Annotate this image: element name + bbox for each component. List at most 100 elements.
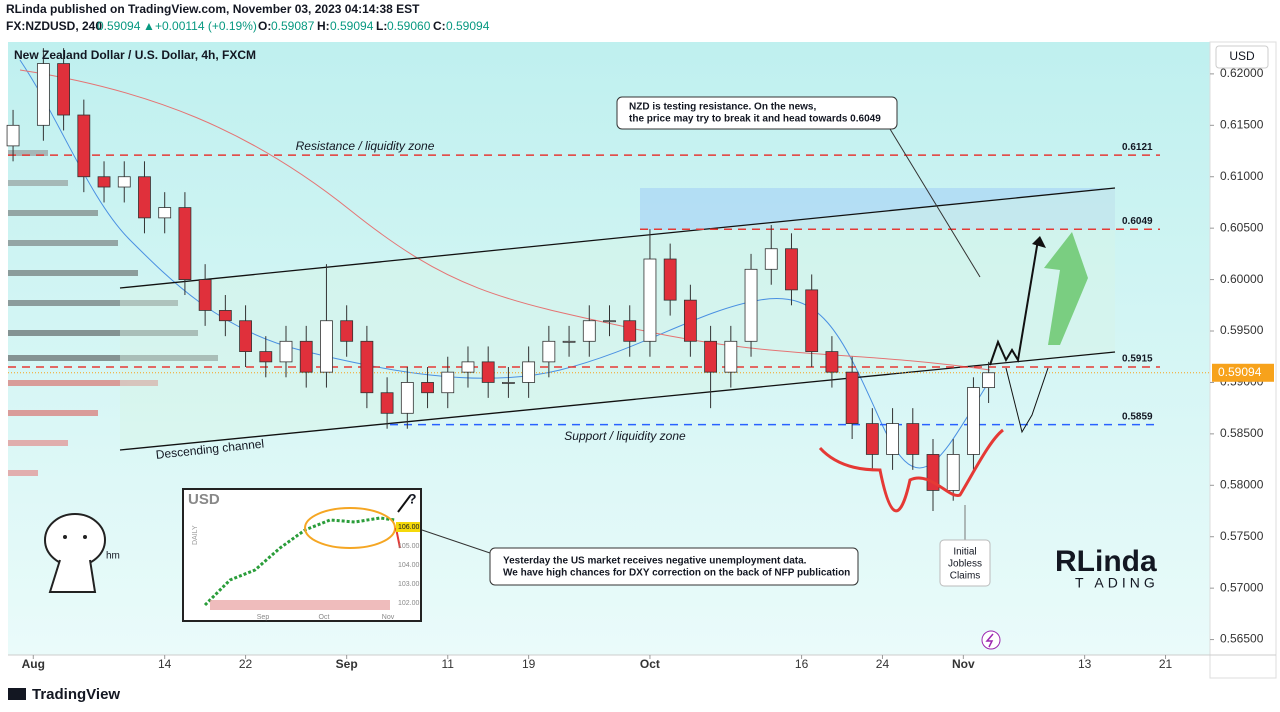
y-tick-label: 0.61000 (1220, 169, 1264, 183)
candle-body (340, 320, 354, 342)
logo-name: RLinda (1055, 545, 1157, 578)
level-label: 0.6121 (1122, 142, 1153, 153)
x-tick-label: 11 (442, 657, 455, 671)
arrow: ▲ (143, 19, 155, 33)
candle-body (158, 207, 172, 219)
l-label: L: (376, 19, 387, 33)
x-tick-label: Oct (640, 657, 660, 671)
candle-body (805, 289, 819, 352)
ma-fast (19, 59, 991, 469)
inset-chart: USD DAILY ? 106.00 105.00 104.00 103.00 … (182, 488, 422, 622)
candle-body (623, 320, 637, 342)
candle-body (77, 114, 91, 178)
publisher: RLinda published on TradingView.com, Nov… (6, 2, 420, 16)
candle-body (603, 320, 616, 323)
inset-level: 102.00 (398, 600, 420, 607)
callout-2-line2: We have high chances for DXY correction … (503, 568, 850, 579)
candle-body (57, 63, 71, 116)
event-line1: Initial (953, 547, 976, 558)
candle-body (259, 351, 273, 363)
candle-body (683, 299, 697, 342)
candle-body (562, 340, 576, 343)
candle-body (643, 258, 657, 342)
candle-body (865, 423, 879, 455)
x-tick-label: 16 (795, 657, 809, 671)
callout-2 (489, 547, 859, 586)
candle-body (704, 340, 717, 373)
callout-2-pointer (421, 529, 491, 554)
candle-body (481, 361, 495, 383)
footer: TradingView (32, 686, 120, 703)
target-zone (640, 188, 1115, 230)
x-tick-label: 24 (876, 657, 890, 671)
l: 0.59060 (387, 19, 431, 33)
x-tick-label: Sep (336, 657, 358, 671)
volume-profile (8, 150, 218, 476)
scenario-arrow (989, 239, 1039, 366)
candle-body (36, 63, 50, 126)
inset-side: DAILY (192, 525, 199, 545)
inset-level: 105.00 (398, 543, 420, 550)
candle-body (138, 176, 151, 219)
candle-body (845, 371, 859, 424)
candle-body (239, 320, 252, 352)
callout-1 (616, 96, 898, 130)
pattern-curve (818, 428, 1004, 513)
candle-body (178, 207, 192, 280)
y-tick-label: 0.58000 (1220, 477, 1264, 491)
y-tick-label: 0.58500 (1220, 426, 1264, 440)
level-label: 0.5915 (1122, 354, 1153, 365)
candle-body (744, 268, 758, 342)
o: 0.59087 (271, 19, 315, 33)
logo-sub: T ADING (1075, 575, 1159, 591)
event-line3: Claims (950, 571, 981, 582)
event-box (939, 539, 991, 587)
y-tick-label: 0.57500 (1220, 529, 1264, 543)
candle-body (441, 371, 455, 394)
candle-body (117, 176, 131, 188)
currency-button[interactable] (1215, 45, 1269, 69)
alt-scenario (1005, 367, 1049, 434)
y-tick-label: 0.57000 (1220, 580, 1264, 594)
channel-upper (119, 187, 1116, 289)
y-tick-label: 0.61500 (1220, 117, 1264, 131)
callout-1-pointer (889, 128, 981, 278)
c: 0.59094 (446, 19, 490, 33)
header: RLinda published on TradingView.com, Nov… (6, 2, 490, 33)
x-tick-label: Aug (22, 657, 45, 671)
inset-level: 104.00 (398, 562, 420, 569)
tv-icon (8, 688, 26, 700)
candle-body (724, 340, 738, 373)
last-price-label: 0.59094 (1218, 365, 1262, 379)
y-tick-label: 0.60000 (1220, 272, 1264, 286)
channel-lower (119, 351, 1116, 451)
candle-body (97, 176, 111, 188)
chart-title: New Zealand Dollar / U.S. Dollar, 4h, FX… (14, 48, 256, 62)
last-price-tag (1212, 363, 1274, 382)
inset-question: ? (408, 491, 417, 507)
x-tick-label: 14 (158, 657, 172, 671)
y-tick-label: 0.60500 (1220, 220, 1264, 234)
candle-body (906, 423, 920, 455)
event-icon[interactable] (981, 630, 1001, 650)
change: +0.00114 (+0.19%) (155, 19, 257, 33)
price-axis (1209, 41, 1277, 679)
candle-body (825, 351, 839, 373)
candle-body (967, 387, 980, 455)
candle-body (299, 340, 313, 373)
candle-body (502, 382, 515, 384)
y-tick-label: 0.56500 (1220, 632, 1264, 646)
ma-slow (19, 69, 991, 371)
support-label: Support / liquidity zone (564, 429, 686, 443)
x-tick-label: 13 (1078, 657, 1092, 671)
mascot: hm (44, 513, 120, 593)
candle-body (279, 340, 293, 363)
candle-body (461, 361, 475, 373)
callout-1-line2: the price may try to break it and head t… (629, 114, 881, 125)
candle-body (542, 340, 556, 363)
x-tick-label: 21 (1159, 657, 1173, 671)
candle-body (198, 279, 212, 311)
level-label: 0.5859 (1122, 411, 1153, 422)
